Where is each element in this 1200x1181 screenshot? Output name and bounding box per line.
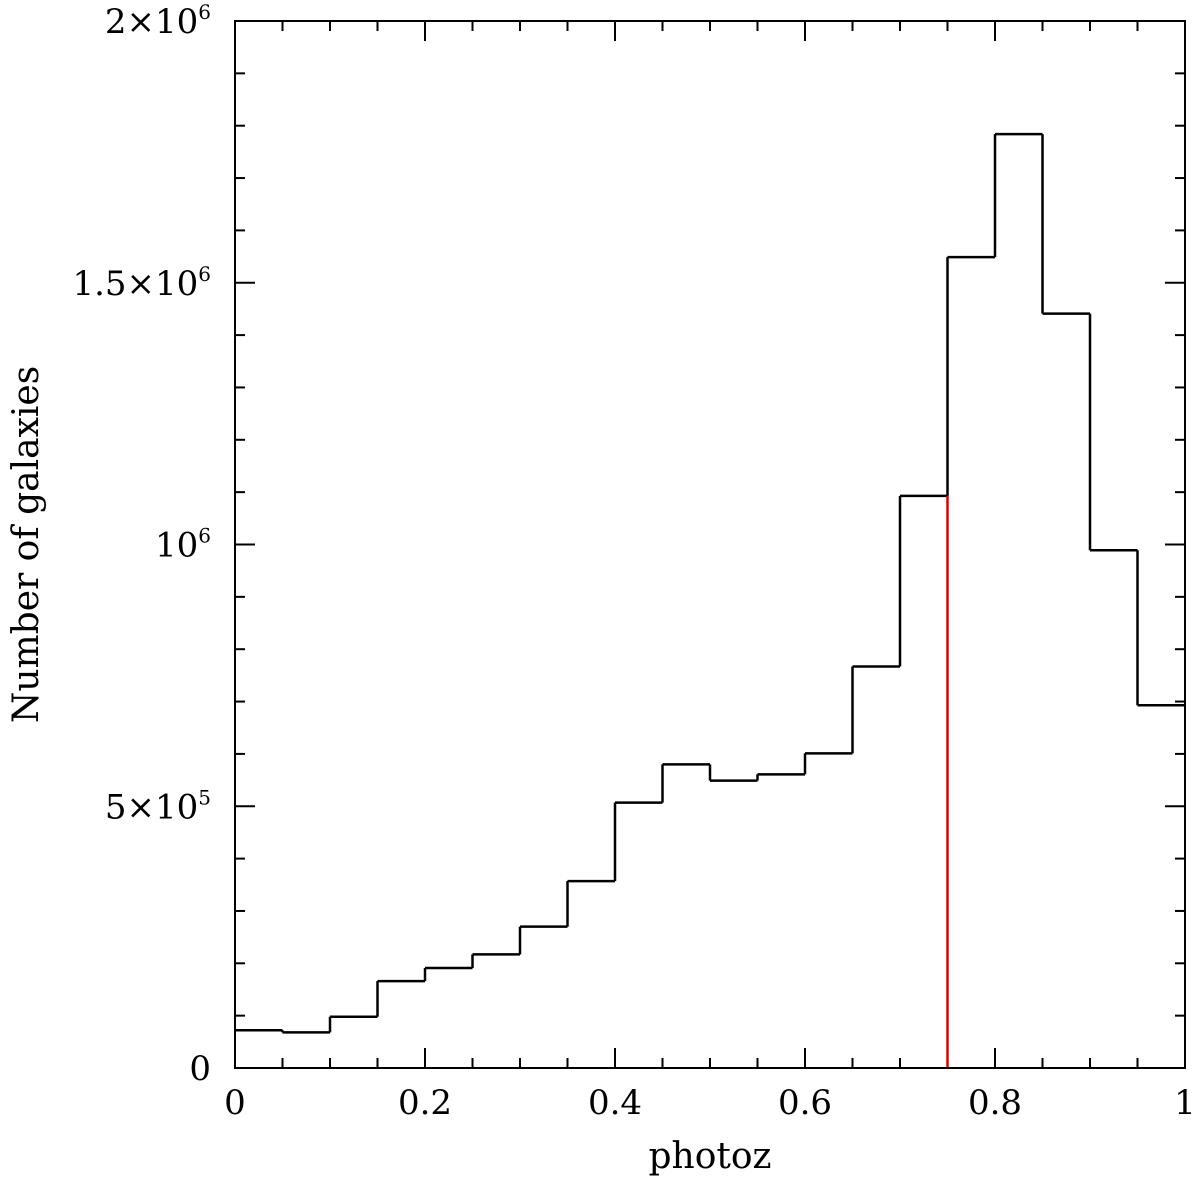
x-tick-label: 1 xyxy=(1174,1083,1196,1123)
x-tick-label: 0.8 xyxy=(968,1083,1022,1123)
y-tick-label: 106 xyxy=(155,524,211,566)
y-tick-label: 0 xyxy=(189,1049,211,1089)
y-tick-exponent: 6 xyxy=(198,0,211,24)
x-tick-label: 0.2 xyxy=(398,1083,452,1123)
y-tick-exponent: 5 xyxy=(198,785,211,809)
y-axis-label: Number of galaxies xyxy=(6,366,47,723)
x-tick-label: 0.6 xyxy=(778,1083,832,1123)
x-axis-label: photoz xyxy=(648,1136,771,1177)
y-tick-labels: 0 5×105 106 1.5×106 2×106 xyxy=(72,0,211,1089)
x-tick-label: 0 xyxy=(224,1083,246,1123)
y-tick-exponent: 6 xyxy=(198,524,211,548)
plot-frame xyxy=(234,20,1186,1069)
histogram-steps xyxy=(235,132,1185,1034)
y-tick-exponent: 6 xyxy=(198,262,211,286)
x-tick-label: 0.4 xyxy=(588,1083,642,1123)
y-tick-label: 5×105 xyxy=(105,785,211,827)
y-tick-label: 2×106 xyxy=(105,0,211,42)
x-tick-labels: 0 0.2 0.4 0.6 0.8 1 xyxy=(224,1083,1196,1123)
y-tick-label: 1.5×106 xyxy=(72,262,211,304)
